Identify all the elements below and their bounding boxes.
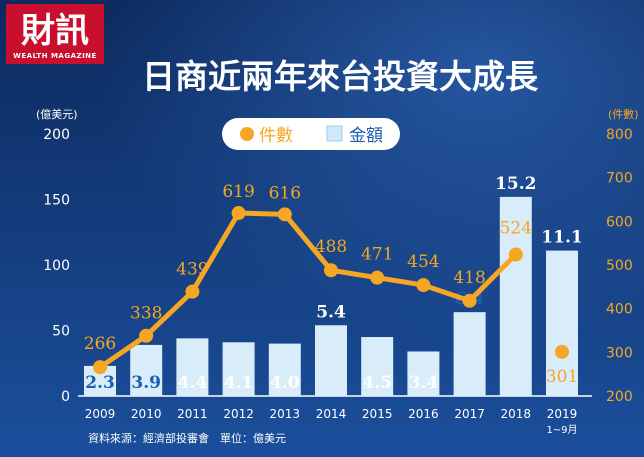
count-label-2018: 524	[500, 219, 532, 239]
count-label-2019: 301	[546, 367, 578, 387]
left-axis-ticks: 0 50 100 150 200	[43, 127, 70, 405]
count-point-2016	[416, 278, 431, 293]
left-tick-label: 0	[61, 389, 70, 405]
category-label-2015: 2015	[362, 407, 393, 421]
bar-label-2019: 11.1	[541, 228, 582, 248]
right-axis-label: (件數)	[608, 108, 639, 121]
count-label-2015: 471	[361, 245, 393, 265]
legend-label-count: 件數	[259, 126, 293, 146]
category-label-2016: 2016	[408, 407, 439, 421]
right-tick-label: 300	[606, 345, 633, 361]
right-tick-label: 500	[606, 258, 633, 274]
brand-logo: 財訊 WEALTH MAGAZINE	[6, 4, 104, 64]
bar-label-2009: 2.3	[85, 373, 115, 393]
count-label-2014: 488	[315, 237, 347, 257]
brand-logo-tagline: WEALTH MAGAZINE	[13, 52, 97, 60]
line-series-count	[93, 206, 569, 375]
bar-2013	[268, 343, 301, 396]
right-axis-ticks: 200 300 400 500 600 700 800	[606, 127, 633, 405]
count-label-2017: 418	[453, 268, 485, 288]
bar-label-2015: 4.5	[362, 373, 392, 393]
bar-label-2018: 15.2	[495, 174, 536, 194]
category-label-2009: 2009	[85, 407, 116, 421]
bar-series-amount	[84, 196, 578, 396]
bar-2019	[546, 250, 578, 396]
category-label-2013: 2013	[270, 407, 301, 421]
bar-2018	[499, 196, 532, 396]
count-point-2017	[462, 293, 477, 308]
right-tick-label: 700	[606, 171, 633, 187]
legend-marker-amount	[326, 125, 343, 142]
brand-logo-name: 財訊	[21, 11, 89, 51]
count-point-2014	[324, 263, 338, 278]
count-line	[97, 210, 519, 370]
legend: 件數 金額	[222, 118, 400, 150]
page-title: 日商近兩年來台投資大成長	[142, 57, 539, 96]
category-label-2012: 2012	[223, 407, 254, 421]
count-point-2013	[277, 207, 292, 222]
count-point-2018	[508, 247, 523, 262]
legend-box	[222, 118, 400, 150]
bar-2010	[130, 344, 163, 396]
count-point-2011	[185, 284, 200, 299]
right-tick-label: 200	[606, 389, 633, 405]
category-label-2010: 2010	[131, 407, 162, 421]
bar-label-2011: 4.4	[178, 373, 208, 393]
category-label-2018: 2018	[501, 407, 532, 421]
count-label-2009: 266	[84, 334, 116, 354]
bar-2012	[222, 342, 255, 396]
count-point-2009	[93, 360, 107, 375]
right-tick-label: 800	[606, 127, 633, 143]
legend-label-amount: 金額	[349, 126, 383, 146]
category-axis-labels: 2009 2010 2011 2012 2013 2014 2015 2016 2017 2018…	[85, 407, 578, 436]
brand-logo-box	[6, 4, 104, 64]
count-label-2012: 619	[222, 182, 254, 202]
left-tick-label: 200	[43, 127, 70, 143]
category-label-2017: 2017	[454, 407, 485, 421]
bar-2014	[315, 325, 347, 396]
bar-label-2013: 4.0	[270, 373, 300, 393]
bar-label-2016: 3.4	[409, 373, 439, 393]
category-note: 1~9月	[546, 424, 577, 436]
bar-2011	[176, 338, 209, 396]
count-point-2010	[139, 328, 154, 343]
left-axis-label: (億美元)	[36, 108, 78, 121]
category-label-2019: 2019	[547, 407, 578, 421]
bar-label-2012: 4.1	[224, 373, 254, 393]
left-tick-label: 50	[52, 324, 70, 340]
line-series-count-labels: 266 338 439 619 616 488 471 454 418 524 301	[84, 182, 578, 387]
left-tick-label: 150	[43, 193, 70, 209]
right-tick-label: 400	[606, 302, 633, 318]
bar-2016	[407, 351, 440, 396]
left-tick-label: 100	[43, 258, 70, 274]
category-label-2014: 2014	[316, 407, 347, 421]
bar-label-2010: 3.9	[131, 373, 161, 393]
bar-label-2014: 5.4	[316, 302, 346, 322]
count-label-2013: 616	[269, 183, 301, 203]
count-point-2015	[370, 270, 385, 285]
category-label-2011: 2011	[177, 407, 208, 421]
right-tick-label: 600	[606, 214, 633, 230]
bar-2017	[453, 312, 486, 396]
count-label-2010: 338	[130, 304, 162, 324]
legend-marker-count	[240, 127, 254, 141]
count-point-2012	[231, 206, 246, 221]
count-point-2019	[555, 344, 569, 359]
count-label-2011: 439	[176, 260, 208, 280]
count-label-2016: 454	[407, 252, 439, 272]
source-note: 資料來源：經濟部投審會 單位：億美元	[88, 431, 286, 445]
bar-2015	[361, 337, 394, 396]
